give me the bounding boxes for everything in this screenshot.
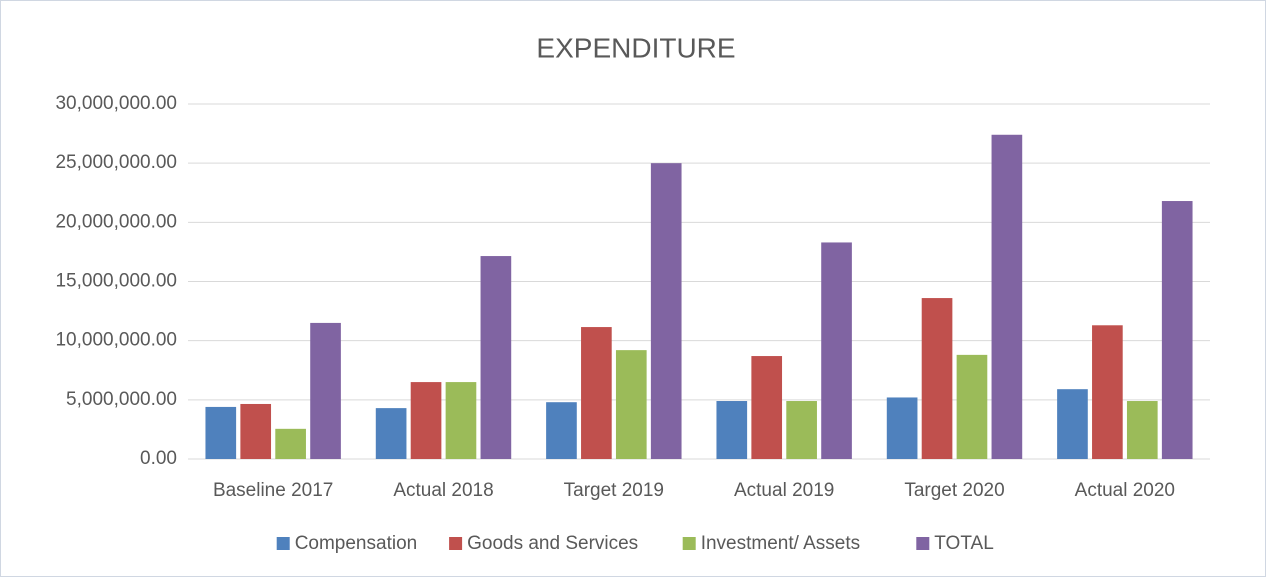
bar <box>546 402 577 459</box>
y-tick-label: 25,000,000.00 <box>55 152 177 173</box>
bar <box>821 242 852 459</box>
legend-swatch <box>916 537 930 550</box>
bar <box>1126 401 1158 459</box>
bar <box>615 350 647 459</box>
bar <box>275 428 306 459</box>
bar <box>886 397 918 459</box>
bar <box>581 327 612 459</box>
chart-title: EXPENDITURE <box>536 32 735 63</box>
x-tick-label: Actual 2020 <box>1075 480 1175 501</box>
bar <box>650 163 682 459</box>
y-tick-label: 15,000,000.00 <box>55 271 177 292</box>
legend-swatch <box>276 537 290 550</box>
legend-label: TOTAL <box>934 533 993 554</box>
bar <box>240 403 272 459</box>
y-tick-label: 30,000,000.00 <box>55 93 177 114</box>
bar <box>1092 325 1123 459</box>
legend-swatch <box>449 537 463 550</box>
bar <box>310 322 341 459</box>
x-tick-label: Actual 2018 <box>393 480 493 501</box>
y-tick-label: 10,000,000.00 <box>55 330 177 351</box>
y-tick-label: 20,000,000.00 <box>55 211 177 232</box>
bar <box>1057 389 1088 459</box>
bar <box>205 406 237 459</box>
bar <box>956 354 988 459</box>
x-tick-label: Actual 2019 <box>734 480 834 501</box>
x-tick-label: Target 2019 <box>564 480 664 501</box>
y-tick-label: 0.00 <box>140 448 177 469</box>
bar <box>991 134 1023 459</box>
bar <box>1161 201 1193 460</box>
bar <box>480 256 512 459</box>
bar <box>786 401 817 459</box>
bar <box>751 356 783 459</box>
legend-label: Investment/ Assets <box>701 533 860 554</box>
legend-swatch <box>682 537 696 550</box>
legend-label: Goods and Services <box>467 533 638 554</box>
bar <box>445 382 477 459</box>
bar <box>921 298 953 459</box>
legend-label: Compensation <box>295 533 418 554</box>
bar <box>716 401 748 459</box>
x-tick-label: Baseline 2017 <box>213 480 333 501</box>
bar <box>410 382 442 459</box>
bar <box>375 408 407 459</box>
y-tick-label: 5,000,000.00 <box>66 389 177 410</box>
x-tick-label: Target 2020 <box>904 480 1004 501</box>
